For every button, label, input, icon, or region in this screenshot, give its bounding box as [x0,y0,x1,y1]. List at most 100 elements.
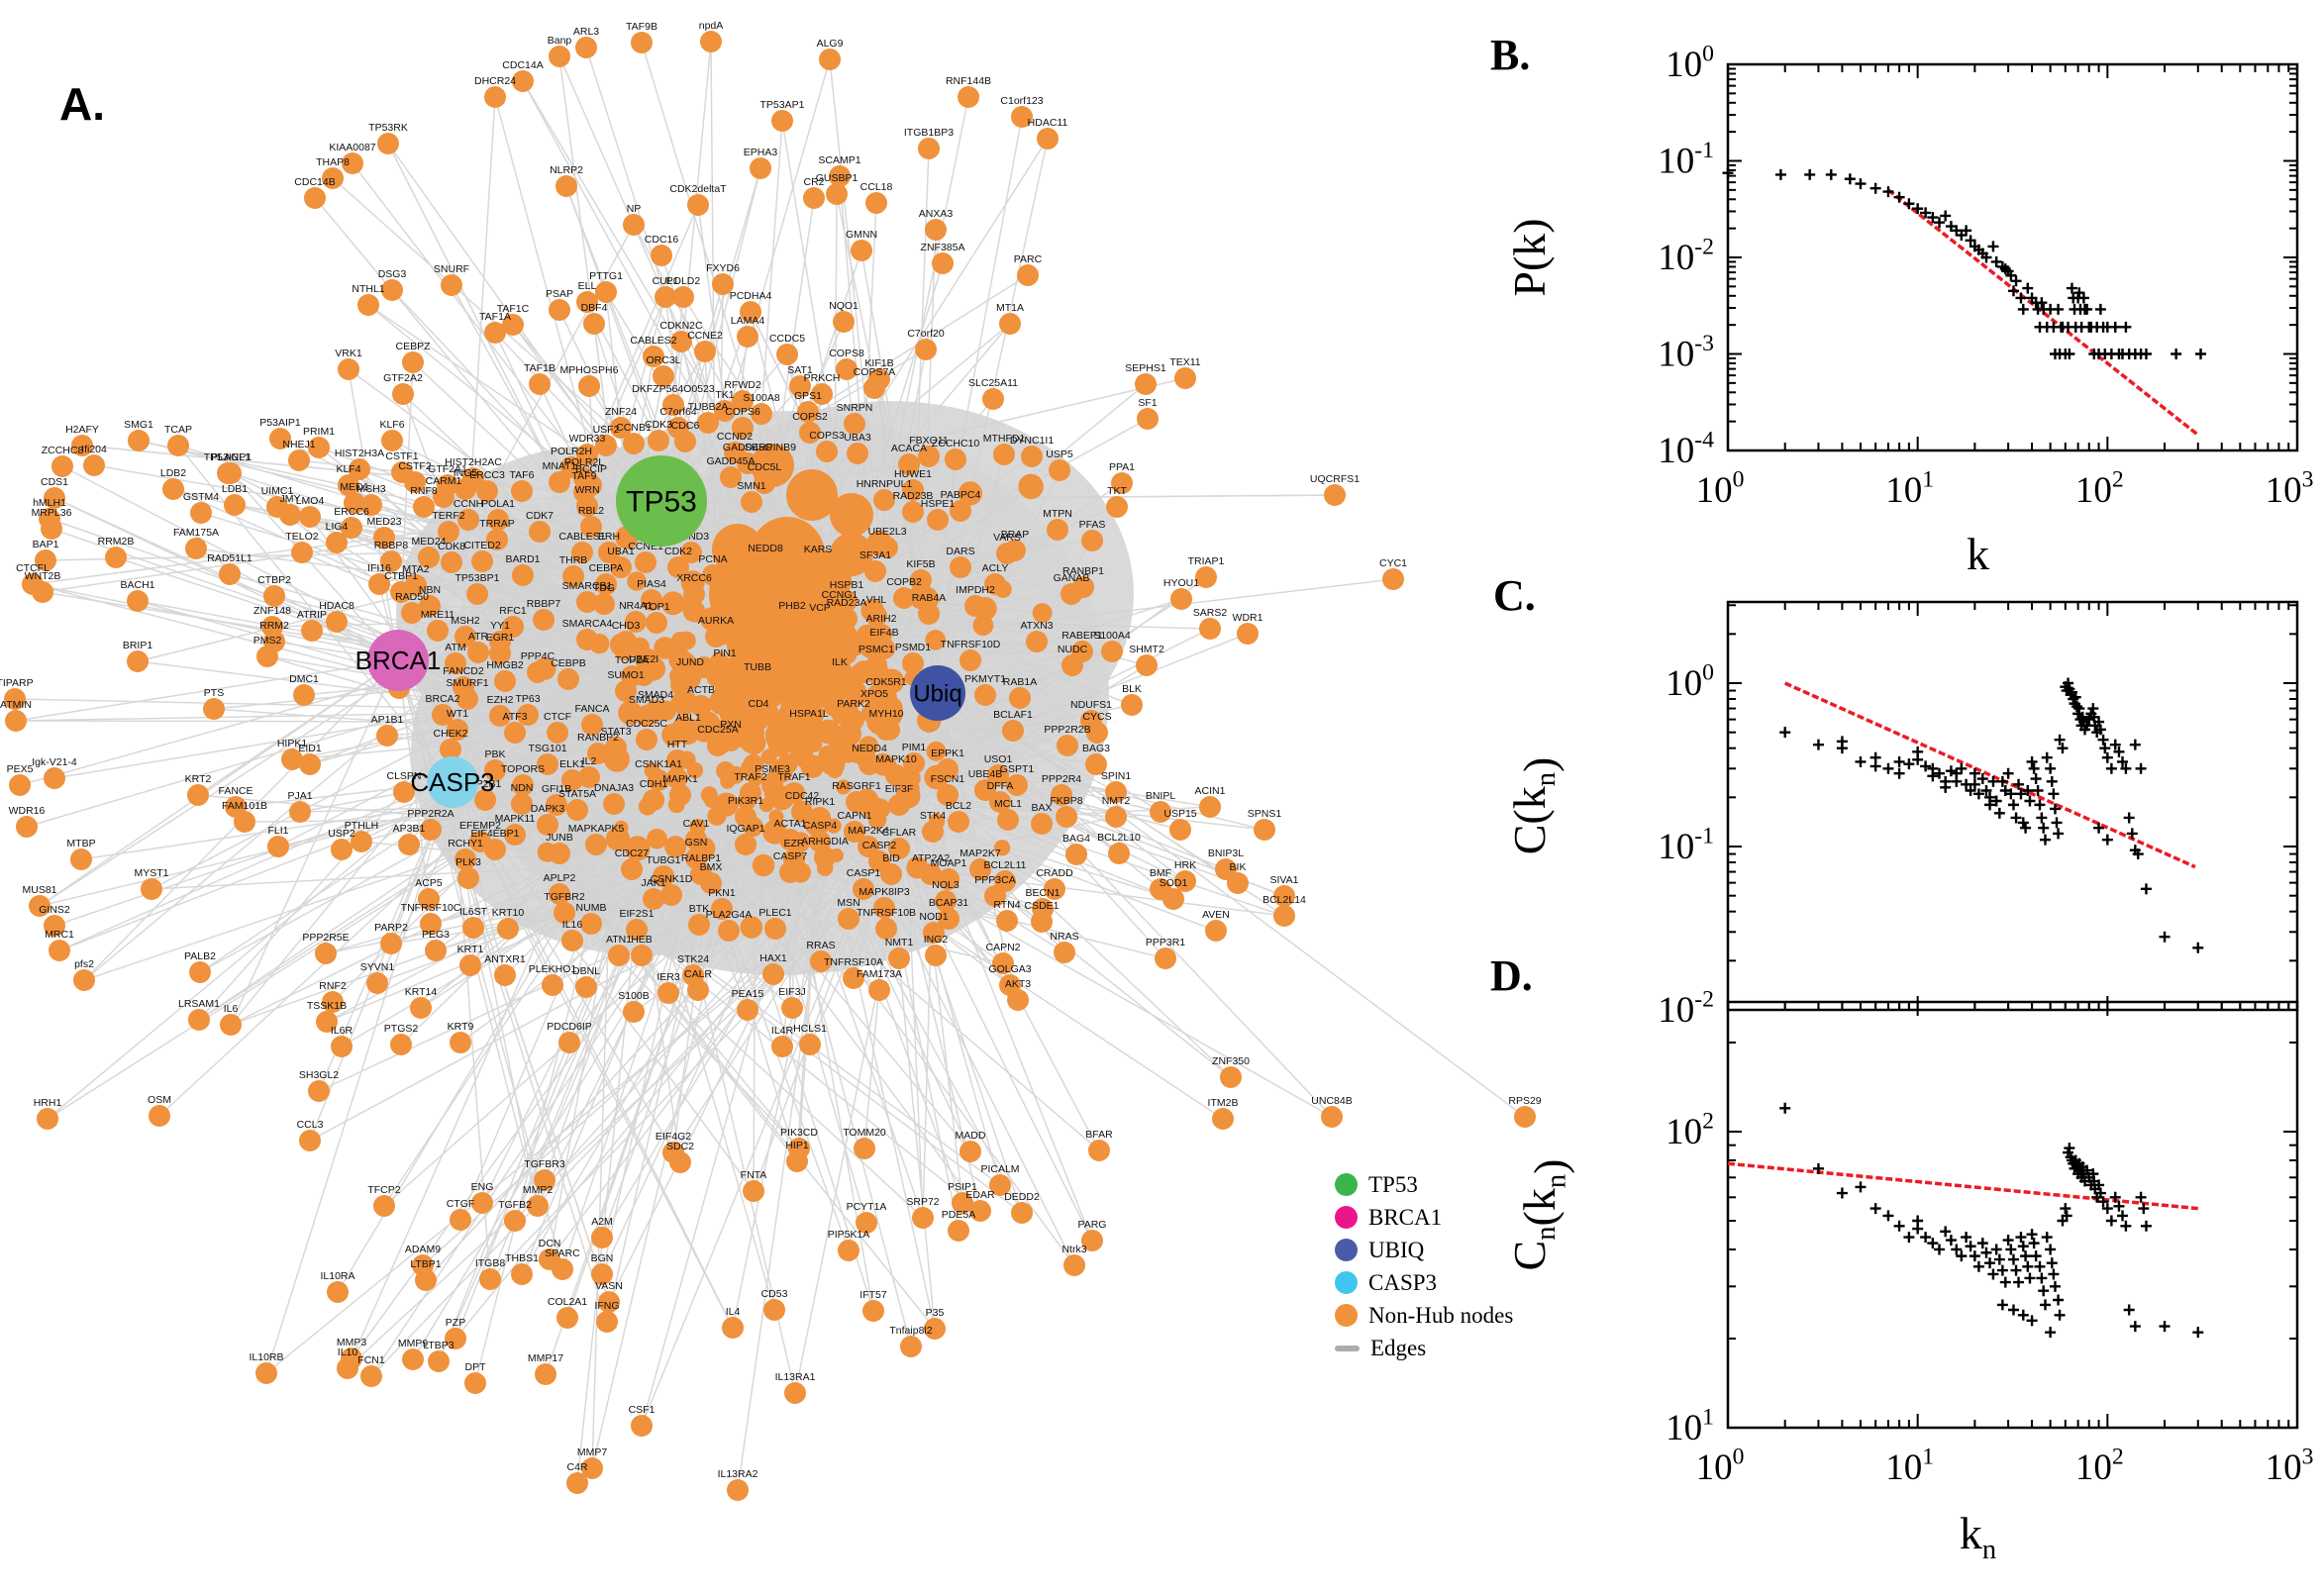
scatter-point [2070,691,2081,703]
node-label: HDAC8 [319,600,354,612]
network-node [993,444,1015,465]
network-node [987,764,1009,786]
node-label: PRKCH [804,372,841,384]
node-label: EIF3J [778,986,805,998]
node-label: IL2 [582,755,597,767]
node-label: IL4R [771,1025,794,1037]
node-label: WT1 [447,708,468,720]
network-node [1054,942,1075,963]
network-node [1032,898,1054,920]
node-label: COPS7A [854,366,896,378]
scatter-point [1956,1250,1968,1262]
network-node [1086,722,1108,744]
network-node [462,917,484,939]
node-label: TOPORS [501,763,545,775]
legend-item-edges: Edges [1335,1332,1513,1364]
node-label: FANCE [218,785,252,797]
node-label: SARS2 [1193,607,1228,619]
node-label: PIN1 [713,648,737,659]
node-label: CYCS [1082,711,1111,723]
network-node [234,811,255,833]
network-node [797,401,819,423]
network-node [578,766,600,788]
network-node [1155,948,1176,969]
node-label: hMLH1 [33,497,66,509]
node-label: MMP3 [337,1337,366,1348]
network-node [41,518,62,540]
network-node [511,793,533,815]
network-node [1162,888,1184,910]
scatter-point [1934,1244,1946,1255]
node-label: BID [882,852,900,864]
node-label: ATF3 [503,711,528,723]
node-label: BCL2 [946,800,971,812]
node-label: IL10RB [249,1351,283,1363]
network-node [32,581,53,603]
network-node [561,769,583,791]
node-label: LRSAM1 [178,998,220,1010]
network-node [636,729,657,750]
node-label: S100A8 [743,392,780,404]
network-node [781,611,803,633]
scatter-point [2022,785,2034,797]
node-label: TOP1 [643,601,669,613]
node-label: ZNF385A [921,242,965,253]
node-label: TELO2 [285,531,318,543]
network-node [730,632,745,648]
network-node [603,793,625,815]
scatter-point [1774,168,1786,180]
scatter-point [2109,739,2121,750]
network-node [299,506,321,528]
node-label: EIF4G2 [656,1131,691,1143]
node-label: CSTF1 [385,450,418,462]
network-node [279,504,301,526]
network-node [885,764,907,786]
node-label: TP53BP1 [455,572,500,584]
network-edge [833,485,1032,623]
network-node [549,843,570,864]
scatter-point [1893,1220,1905,1232]
scatter-point [2063,677,2074,689]
network-node [35,549,56,571]
network-node [776,344,798,365]
scatter-point [1990,795,2002,807]
network-node [862,1300,884,1322]
scatter-point [2093,822,2105,834]
network-node [803,187,825,209]
network-node [504,1210,526,1232]
node-label: MYST1 [134,867,168,879]
network-node [415,1269,437,1291]
node-label: BCL2L14 [1262,894,1306,906]
network-node [537,814,558,836]
network-node [457,867,479,889]
axis-ticks [1727,63,2298,451]
node-label: NUDC [1058,644,1088,655]
node-label: SF1 [1138,397,1157,409]
network-edge [767,716,874,1312]
node-label: EPHA3 [744,147,778,158]
scatter-point [1869,182,1881,194]
legend-label: UBIQ [1368,1237,1425,1262]
scatter-point [2048,788,2060,800]
network-node [714,792,739,817]
network-node [623,214,645,236]
network-edge [397,659,800,1149]
network-node [44,767,65,789]
scatter-point [1999,1276,2011,1288]
network-node [351,831,372,852]
network-node [865,605,887,627]
tick-label: 10-1 [1658,823,1714,867]
network-node [856,1212,877,1234]
node-label: ATR [468,631,489,643]
network-node [580,913,602,935]
network-node [836,779,852,795]
network-node [898,453,920,475]
network-node [392,383,414,405]
node-label: SMAD3 [629,694,664,706]
scatter-point [1965,235,1976,247]
scatter-point [2113,1200,2125,1212]
network-node [535,1363,556,1385]
node-label: CEBPZ [395,341,431,352]
node-label: ENG [471,1181,494,1193]
